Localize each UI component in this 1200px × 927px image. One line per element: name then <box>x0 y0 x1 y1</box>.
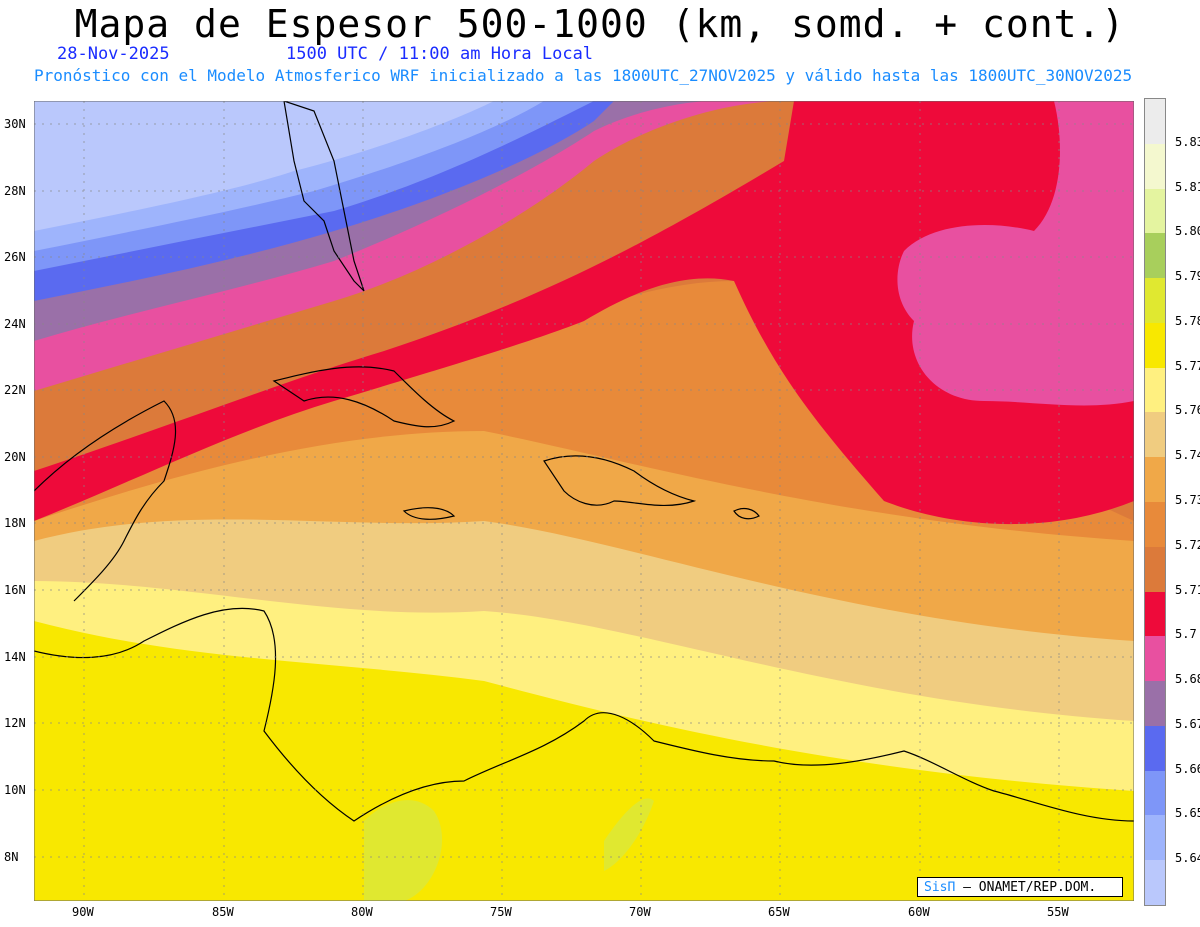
credit-brand: SisΠ <box>924 880 956 895</box>
colorbar-swatch <box>1145 860 1165 906</box>
lat-label: 28N <box>4 184 26 198</box>
colorbar-label: 5.724 <box>1175 537 1200 552</box>
lon-label: 85W <box>212 905 234 919</box>
colorbar-label: 5.748 <box>1175 448 1200 463</box>
credit-text: – ONAMET/REP.DOM. <box>963 880 1097 895</box>
graticule <box>34 101 1134 901</box>
coastlines <box>34 101 1134 822</box>
lon-label: 75W <box>490 905 512 919</box>
colorbar-label: 5.688 <box>1175 672 1200 687</box>
colorbar-label: 5.664 <box>1175 761 1200 776</box>
colorbar-swatch <box>1145 457 1165 503</box>
lat-label: 24N <box>4 317 26 331</box>
colorbar-swatch <box>1145 725 1165 771</box>
model-info: Pronóstico con el Modelo Atmosferico WRF… <box>34 66 1133 85</box>
colorbar-swatch <box>1145 278 1165 324</box>
forecast-date: 28-Nov-2025 <box>57 44 170 64</box>
lon-label: 55W <box>1047 905 1069 919</box>
colorbar-label: 5.783 <box>1175 313 1200 328</box>
lon-label: 80W <box>351 905 373 919</box>
lon-label: 70W <box>629 905 651 919</box>
colorbar-label: 5.652 <box>1175 806 1200 821</box>
colorbar <box>1144 98 1166 906</box>
colorbar-swatch <box>1145 99 1165 144</box>
lat-label: 16N <box>4 583 26 597</box>
colorbar-swatch <box>1145 636 1165 682</box>
lat-label: 20N <box>4 450 26 464</box>
lon-label: 65W <box>768 905 790 919</box>
colorbar-swatch <box>1145 233 1165 279</box>
colorbar-swatch <box>1145 412 1165 458</box>
forecast-time: 1500 UTC / 11:00 am Hora Local <box>286 44 594 64</box>
colorbar-swatch <box>1145 143 1165 189</box>
lat-label: 22N <box>4 383 26 397</box>
lat-label: 8N <box>4 850 19 864</box>
colorbar-label: 5.736 <box>1175 493 1200 507</box>
lon-label: 90W <box>72 905 94 919</box>
colorbar-label: 5.807 <box>1175 224 1200 239</box>
colorbar-label: 5.831 <box>1175 134 1200 149</box>
colorbar-swatch <box>1145 502 1165 547</box>
colorbar-label: 5.64 <box>1175 851 1200 866</box>
colorbar-swatch <box>1145 591 1165 637</box>
colorbar-label: 5.7 <box>1175 627 1197 642</box>
colorbar-swatch <box>1145 322 1165 368</box>
colorbar-swatch <box>1145 546 1165 592</box>
colorbar-label: 5.712 <box>1175 582 1200 597</box>
colorbar-swatch <box>1145 681 1165 727</box>
colorbar-swatch <box>1145 188 1165 234</box>
colorbar-label: 5.676 <box>1175 716 1200 731</box>
colorbar-label: 5.795 <box>1175 269 1200 284</box>
credit-box: SisΠ – ONAMET/REP.DOM. <box>917 877 1123 897</box>
map-title: Mapa de Espesor 500-1000 (km, somd. + co… <box>74 2 1126 46</box>
colorbar-label: 5.772 <box>1175 358 1200 373</box>
colorbar-swatch <box>1145 815 1165 861</box>
colorbar-label: 5.819 <box>1175 179 1200 194</box>
colorbar-swatch <box>1145 367 1165 413</box>
lat-label: 30N <box>4 117 26 131</box>
colorbar-swatch <box>1145 770 1165 816</box>
lat-label: 18N <box>4 516 26 530</box>
thickness-map <box>34 101 1134 901</box>
lon-label: 60W <box>908 905 930 919</box>
lat-label: 26N <box>4 250 26 264</box>
lat-label: 14N <box>4 650 26 664</box>
colorbar-label: 5.76 <box>1175 403 1200 418</box>
lat-label: 12N <box>4 716 26 730</box>
lat-label: 10N <box>4 783 26 797</box>
